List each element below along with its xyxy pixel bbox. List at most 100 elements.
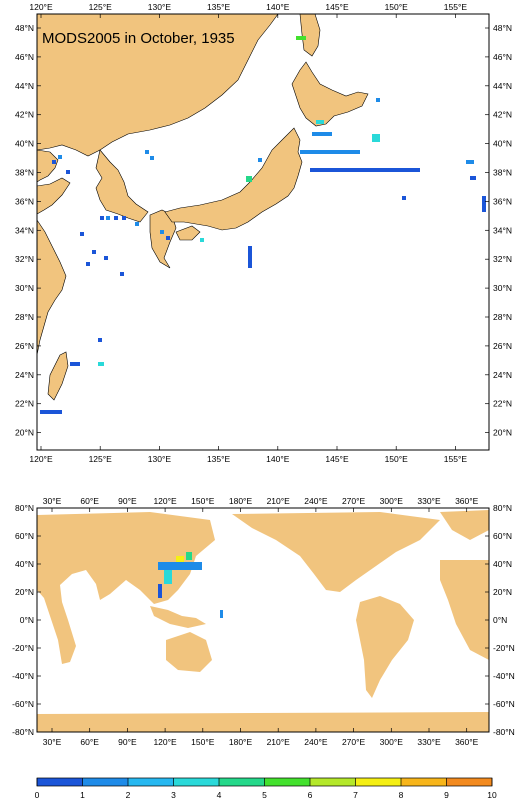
world-lon-label-bottom: 30°E [43, 737, 62, 747]
lat-label-left: 44°N [15, 81, 34, 91]
lat-label-right: 46°N [493, 52, 512, 62]
world-lat-label-left: -60°N [12, 699, 34, 709]
lon-label-bottom: 155°E [444, 454, 468, 464]
colorbar-swatch [401, 778, 447, 786]
lon-label-bottom: 125°E [89, 454, 113, 464]
world-lat-label-left: 60°N [15, 531, 34, 541]
lat-label-left: 36°N [15, 196, 34, 206]
lon-label-bottom: 135°E [207, 454, 231, 464]
world-land [37, 510, 489, 732]
lon-label-top: 155°E [444, 2, 468, 12]
world-lat-label-left: 40°N [15, 559, 34, 569]
lat-label-right: 48°N [493, 23, 512, 33]
lon-label-bottom: 130°E [148, 454, 172, 464]
map-title: MODS2005 in October, 1935 [42, 30, 235, 47]
colorbar-label: 2 [126, 790, 131, 800]
colorbar: 0 1 2 3 4 5 6 7 8 9 10 [35, 777, 497, 800]
colorbar-label: 10 [487, 790, 497, 800]
colorbar-label: 8 [399, 790, 404, 800]
lat-label-left: 32°N [15, 254, 34, 264]
colorbar-swatch [219, 778, 265, 786]
world-lat-label-right: 60°N [493, 531, 512, 541]
world-lat-label-left: 80°N [15, 503, 34, 513]
colorbar-label: 0 [35, 790, 40, 800]
world-lat-label-left: -80°N [12, 727, 34, 737]
lat-label-right: 22°N [493, 399, 512, 409]
regional-observations [40, 36, 486, 414]
world-lon-label-top: 300°E [380, 496, 404, 506]
world-lon-label-bottom: 60°E [80, 737, 99, 747]
lat-label-right: 28°N [493, 312, 512, 322]
lon-label-bottom: 150°E [385, 454, 409, 464]
world-lat-label-right: 40°N [493, 559, 512, 569]
world-lon-label-bottom: 360°E [455, 737, 479, 747]
world-lat-label-left: -20°N [12, 643, 34, 653]
world-lon-label-bottom: 240°E [304, 737, 328, 747]
colorbar-label: 6 [308, 790, 313, 800]
world-lat-label-right: 0°N [493, 615, 507, 625]
world-lon-label-top: 90°E [118, 496, 137, 506]
lat-label-left: 42°N [15, 110, 34, 120]
lat-label-right: 24°N [493, 370, 512, 380]
lat-label-left: 30°N [15, 283, 34, 293]
colorbar-label: 3 [171, 790, 176, 800]
world-lat-label-right: -40°N [493, 671, 515, 681]
world-lon-label-top: 60°E [80, 496, 99, 506]
colorbar-swatch [355, 778, 401, 786]
world-lon-label-top: 360°E [455, 496, 479, 506]
colorbar-swatch [310, 778, 356, 786]
world-lon-label-bottom: 210°E [267, 737, 291, 747]
lat-label-right: 26°N [493, 341, 512, 351]
regional-land [36, 13, 369, 401]
world-lat-label-left: 20°N [15, 587, 34, 597]
lat-label-right: 20°N [493, 428, 512, 438]
regional-tick-labels: 120°E 120°E 125°E 125°E 130°E 130°E 135°E 135°E… [15, 2, 512, 464]
world-lon-label-top: 240°E [304, 496, 328, 506]
colorbar-swatch [446, 778, 492, 786]
regional-frame [36, 13, 490, 451]
colorbar-swatch [264, 778, 310, 786]
world-lon-label-bottom: 270°E [342, 737, 366, 747]
world-lon-label-bottom: 90°E [118, 737, 137, 747]
world-lon-label-top: 30°E [43, 496, 62, 506]
world-lat-label-left: 0°N [20, 615, 34, 625]
world-lon-label-bottom: 120°E [153, 737, 177, 747]
lon-label-top: 130°E [148, 2, 172, 12]
world-lat-label-right: 20°N [493, 587, 512, 597]
regional-map: MODS2005 in October, 1935 120°E 120°E 125°… [15, 2, 512, 464]
lat-label-left: 40°N [15, 139, 34, 149]
colorbar-swatch [82, 778, 128, 786]
world-tick-labels: 30°E 30°E 60°E 60°E 90°E 90°E 120°E 120°E 150°E 1… [12, 496, 515, 747]
world-lon-label-bottom: 330°E [417, 737, 441, 747]
world-lon-label-top: 270°E [342, 496, 366, 506]
lon-label-top: 120°E [29, 2, 53, 12]
world-lat-label-right: -20°N [493, 643, 515, 653]
lat-label-right: 44°N [493, 81, 512, 91]
colorbar-label: 1 [80, 790, 85, 800]
lat-label-right: 32°N [493, 254, 512, 264]
lat-label-left: 26°N [15, 341, 34, 351]
world-lat-label-right: -60°N [493, 699, 515, 709]
lon-label-top: 150°E [385, 2, 409, 12]
lon-label-top: 135°E [207, 2, 231, 12]
world-lon-label-bottom: 150°E [191, 737, 215, 747]
colorbar-label: 9 [444, 790, 449, 800]
world-lon-label-bottom: 180°E [229, 737, 253, 747]
lat-label-right: 34°N [493, 225, 512, 235]
lon-label-top: 140°E [266, 2, 290, 12]
lat-label-left: 24°N [15, 370, 34, 380]
lat-label-left: 46°N [15, 52, 34, 62]
lat-label-left: 34°N [15, 225, 34, 235]
world-lon-label-top: 180°E [229, 496, 253, 506]
lon-label-top: 125°E [89, 2, 113, 12]
lat-label-right: 42°N [493, 110, 512, 120]
world-lat-label-right: 80°N [493, 503, 512, 513]
lat-label-left: 28°N [15, 312, 34, 322]
lat-label-left: 20°N [15, 428, 34, 438]
colorbar-label: 4 [217, 790, 222, 800]
world-lon-label-top: 120°E [153, 496, 177, 506]
world-observations [158, 552, 223, 618]
lon-label-top: 145°E [325, 2, 349, 12]
world-lon-label-top: 210°E [267, 496, 291, 506]
